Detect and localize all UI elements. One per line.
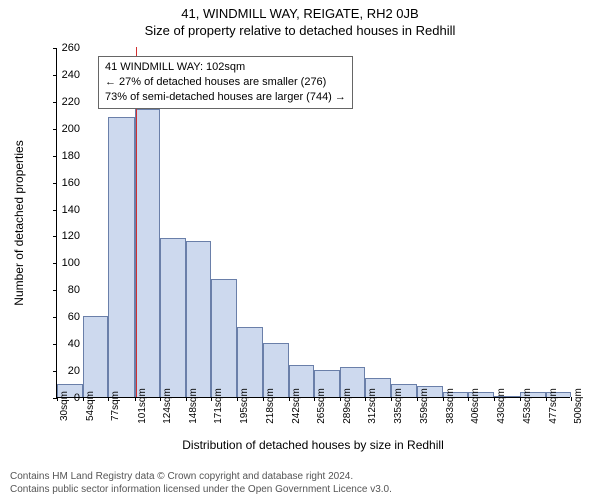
- x-tick: [391, 397, 392, 401]
- y-tick-label: 60: [50, 311, 80, 323]
- page-title: 41, WINDMILL WAY, REIGATE, RH2 0JB: [0, 0, 600, 21]
- info-box-line1: 41 WINDMILL WAY: 102sqm: [105, 60, 346, 75]
- footer-line2: Contains public sector information licen…: [10, 484, 392, 497]
- x-tick: [186, 397, 187, 401]
- x-tick-label: 77sqm: [110, 391, 121, 421]
- x-axis-label: Distribution of detached houses by size …: [56, 438, 570, 452]
- x-tick: [314, 397, 315, 401]
- x-tick-label: 171sqm: [213, 388, 224, 424]
- x-tick-label: 30sqm: [59, 391, 70, 421]
- y-tick-label: 200: [50, 123, 80, 135]
- y-tick-label: 160: [50, 177, 80, 189]
- y-tick-label: 120: [50, 230, 80, 242]
- chart-container: 41, WINDMILL WAY, REIGATE, RH2 0JB Size …: [0, 0, 600, 500]
- x-tick-label: 124sqm: [162, 388, 173, 424]
- x-tick: [160, 397, 161, 401]
- x-tick-label: 453sqm: [522, 388, 533, 424]
- histogram-bar: [108, 117, 134, 397]
- x-tick: [135, 397, 136, 401]
- x-tick-label: 101sqm: [137, 388, 148, 424]
- histogram-bar: [160, 238, 186, 397]
- info-box-line2: ← 27% of detached houses are smaller (27…: [105, 75, 346, 90]
- x-tick-label: 312sqm: [367, 388, 378, 424]
- y-tick-label: 260: [50, 42, 80, 54]
- histogram-bar: [135, 109, 160, 397]
- y-tick-label: 100: [50, 257, 80, 269]
- x-tick-label: 289sqm: [342, 388, 353, 424]
- x-tick: [443, 397, 444, 401]
- y-tick-label: 40: [50, 338, 80, 350]
- x-tick-label: 242sqm: [291, 388, 302, 424]
- x-tick: [520, 397, 521, 401]
- info-box-line3: 73% of semi-detached houses are larger (…: [105, 90, 346, 105]
- footer-line1: Contains HM Land Registry data © Crown c…: [10, 471, 392, 484]
- y-tick-label: 140: [50, 204, 80, 216]
- x-tick-label: 265sqm: [316, 388, 327, 424]
- x-tick: [571, 397, 572, 401]
- y-tick-label: 240: [50, 69, 80, 81]
- histogram-bar: [83, 316, 108, 397]
- chart-area: 41 WINDMILL WAY: 102sqm ← 27% of detache…: [56, 48, 570, 398]
- chart-subtitle: Size of property relative to detached ho…: [0, 21, 600, 42]
- y-tick-label: 80: [50, 284, 80, 296]
- x-tick-label: 54sqm: [85, 391, 96, 421]
- footer-attribution: Contains HM Land Registry data © Crown c…: [10, 471, 392, 496]
- x-tick-label: 500sqm: [573, 388, 584, 424]
- x-tick-label: 430sqm: [496, 388, 507, 424]
- y-tick-label: 220: [50, 96, 80, 108]
- y-tick-label: 20: [50, 365, 80, 377]
- x-tick-label: 195sqm: [239, 388, 250, 424]
- x-tick: [263, 397, 264, 401]
- y-tick-label: 180: [50, 150, 80, 162]
- x-tick-label: 359sqm: [419, 388, 430, 424]
- x-tick-label: 218sqm: [265, 388, 276, 424]
- histogram-bar: [211, 279, 237, 397]
- x-tick: [289, 397, 290, 401]
- x-tick-label: 148sqm: [188, 388, 199, 424]
- histogram-bar: [237, 327, 262, 397]
- histogram-bar: [186, 241, 211, 397]
- info-box: 41 WINDMILL WAY: 102sqm ← 27% of detache…: [98, 56, 353, 109]
- x-tick: [417, 397, 418, 401]
- x-tick-label: 335sqm: [393, 388, 404, 424]
- x-tick-label: 406sqm: [470, 388, 481, 424]
- x-tick: [546, 397, 547, 401]
- x-tick-label: 383sqm: [445, 388, 456, 424]
- y-axis-label: Number of detached properties: [12, 48, 26, 398]
- x-tick-label: 477sqm: [548, 388, 559, 424]
